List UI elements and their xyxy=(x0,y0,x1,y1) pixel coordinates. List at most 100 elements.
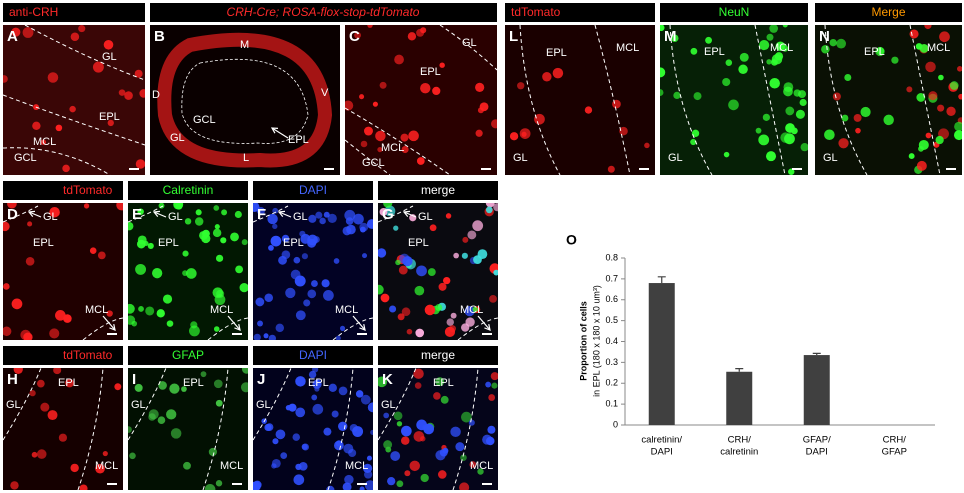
cell xyxy=(908,153,915,160)
cell xyxy=(462,236,469,243)
cell xyxy=(367,25,373,28)
cell xyxy=(739,52,749,62)
region-label: MCL xyxy=(95,460,118,472)
region-label: M xyxy=(240,39,249,51)
region-label: EPL xyxy=(183,377,204,389)
cell xyxy=(455,442,465,452)
panel-header: tdTomato xyxy=(63,348,113,362)
region-label: MCL xyxy=(770,42,793,54)
cell xyxy=(738,64,748,75)
cell xyxy=(92,61,104,73)
layer-boundary xyxy=(824,24,941,176)
panel-header-bg xyxy=(815,3,962,22)
cell xyxy=(285,287,296,299)
panel-header-bg xyxy=(253,346,373,365)
cell xyxy=(485,381,492,388)
cell xyxy=(301,253,308,260)
cell xyxy=(402,256,413,267)
cell xyxy=(314,386,320,392)
cell xyxy=(860,106,871,118)
region-label: MCL xyxy=(85,304,108,316)
cell xyxy=(774,52,784,61)
panel-header-bg xyxy=(128,346,248,365)
cell xyxy=(239,282,248,293)
cell xyxy=(408,130,419,142)
cell xyxy=(158,203,165,209)
cell xyxy=(275,429,286,440)
cell xyxy=(3,326,12,337)
region-label: GL xyxy=(256,399,271,411)
region-label: V xyxy=(321,87,329,99)
cell xyxy=(311,394,318,401)
cell xyxy=(785,106,795,116)
cells xyxy=(157,32,333,168)
region-label: GL xyxy=(668,152,683,164)
cell xyxy=(769,25,778,33)
cell xyxy=(406,328,413,335)
cell xyxy=(70,463,79,473)
cell xyxy=(240,382,248,393)
cell xyxy=(175,203,183,210)
cell xyxy=(267,213,278,225)
cell xyxy=(442,276,451,285)
cell xyxy=(331,410,339,418)
bar xyxy=(803,355,830,425)
bulb-layer xyxy=(157,32,333,168)
cell xyxy=(477,468,484,475)
region-label: MCL xyxy=(220,460,243,472)
region-label: GL xyxy=(168,211,183,223)
cell xyxy=(383,412,390,419)
cell xyxy=(953,130,962,141)
cell xyxy=(420,83,431,94)
region-label: MCL xyxy=(33,136,56,148)
micrograph xyxy=(128,368,248,490)
cell xyxy=(584,106,593,114)
cell xyxy=(450,426,461,438)
cell xyxy=(766,33,774,41)
cell xyxy=(875,46,885,57)
cell xyxy=(268,245,274,251)
cell xyxy=(435,377,445,387)
cell xyxy=(213,205,220,211)
y-tick-label: 0.3 xyxy=(605,357,618,367)
region-label: GL xyxy=(102,51,117,63)
cell xyxy=(253,333,261,340)
cell xyxy=(390,451,401,461)
y-tick-label: 0.7 xyxy=(605,273,618,283)
cell xyxy=(11,298,23,310)
cell xyxy=(424,304,436,316)
cell xyxy=(393,411,403,421)
cell xyxy=(660,67,666,78)
cells xyxy=(3,25,145,173)
cell xyxy=(241,368,248,374)
cell xyxy=(372,101,378,107)
cell xyxy=(690,47,698,55)
cell xyxy=(355,390,364,398)
cell xyxy=(397,313,405,321)
bulb-inner xyxy=(181,58,309,144)
x-tick-label: CRH/ xyxy=(883,435,907,446)
cell xyxy=(552,67,564,79)
panel-header-bg xyxy=(505,3,655,22)
cell xyxy=(472,220,484,232)
cell xyxy=(359,94,365,100)
cell xyxy=(409,460,420,472)
panel-letter: B xyxy=(154,28,165,45)
cell xyxy=(821,44,830,54)
cell xyxy=(429,224,437,232)
cells xyxy=(10,368,122,490)
cell xyxy=(11,27,21,37)
cell xyxy=(344,209,356,221)
region-label: GL xyxy=(462,37,477,49)
cell xyxy=(762,113,771,121)
cell xyxy=(420,27,427,34)
cell xyxy=(705,36,712,44)
cell xyxy=(295,407,306,418)
cell xyxy=(407,32,417,41)
region-label: EPL xyxy=(546,47,567,59)
cell xyxy=(393,225,399,231)
region-label: GCL xyxy=(193,114,216,126)
cell xyxy=(344,474,354,485)
cell xyxy=(152,268,163,279)
